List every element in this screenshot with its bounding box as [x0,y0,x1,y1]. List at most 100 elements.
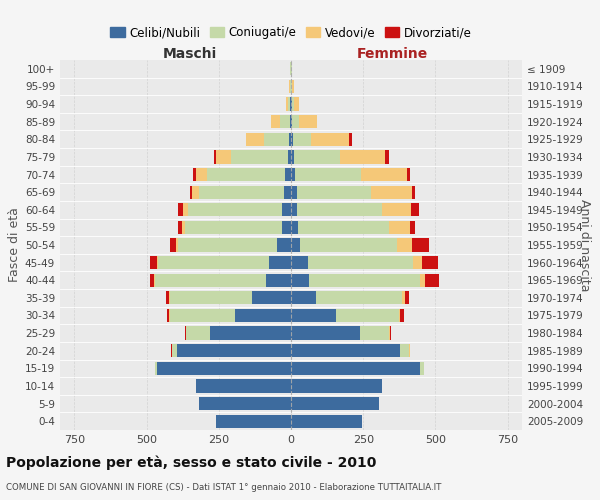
Bar [155,274,266,287]
Bar [214,150,216,164]
Bar [207,168,284,181]
Bar [178,203,183,216]
Bar [291,115,292,128]
Bar [291,203,297,216]
Bar [231,150,287,164]
Bar [385,150,389,164]
Bar [185,326,210,340]
Bar [170,238,176,252]
Bar [269,256,291,269]
Bar [183,203,188,216]
Bar [410,221,415,234]
Bar [295,168,361,181]
Bar [311,132,349,146]
Bar [294,98,299,110]
Bar [336,309,399,322]
Bar [308,256,413,269]
Bar [360,326,389,340]
Bar [421,362,424,375]
Bar [196,380,291,392]
Text: Femmine: Femmine [356,47,428,61]
Bar [297,186,371,198]
Bar [246,132,264,146]
Bar [216,150,231,164]
Bar [292,98,294,110]
Bar [235,309,291,322]
Bar [299,115,317,128]
Text: COMUNE DI SAN GIOVANNI IN FIORE (CS) - Dati ISTAT 1° gennaio 2010 - Elaborazione: COMUNE DI SAN GIOVANNI IN FIORE (CS) - D… [6,482,442,492]
Bar [390,326,391,340]
Bar [166,291,169,304]
Bar [287,150,291,164]
Bar [389,221,410,234]
Bar [340,150,385,164]
Bar [289,132,291,146]
Bar [199,186,284,198]
Bar [284,186,291,198]
Bar [196,168,207,181]
Bar [290,98,291,110]
Bar [277,238,291,252]
Bar [291,238,300,252]
Bar [298,221,389,234]
Bar [286,98,288,110]
Bar [297,203,382,216]
Bar [155,362,157,375]
Bar [154,274,155,287]
Bar [157,362,291,375]
Bar [291,309,336,322]
Legend: Celibi/Nubili, Coniugati/e, Vedovi/e, Divorziati/e: Celibi/Nubili, Coniugati/e, Vedovi/e, Di… [106,22,476,44]
Bar [150,274,154,287]
Bar [292,115,299,128]
Bar [291,362,421,375]
Text: Maschi: Maschi [163,47,217,61]
Bar [284,168,291,181]
Bar [157,256,158,269]
Bar [349,132,352,146]
Bar [400,309,404,322]
Bar [291,186,297,198]
Bar [290,115,291,128]
Bar [293,132,311,146]
Bar [291,132,293,146]
Bar [288,98,290,110]
Bar [405,291,409,304]
Bar [371,186,412,198]
Bar [399,309,400,322]
Bar [291,380,382,392]
Bar [309,274,420,287]
Bar [292,80,293,93]
Bar [420,274,425,287]
Bar [193,168,196,181]
Bar [185,221,282,234]
Bar [178,238,277,252]
Bar [382,203,412,216]
Bar [291,168,295,181]
Bar [403,291,405,304]
Bar [291,326,360,340]
Y-axis label: Anni di nascita: Anni di nascita [578,198,590,291]
Bar [422,256,438,269]
Bar [397,238,412,252]
Bar [252,291,291,304]
Bar [291,221,298,234]
Y-axis label: Fasce di età: Fasce di età [8,208,21,282]
Bar [192,186,199,198]
Bar [291,150,294,164]
Bar [210,326,291,340]
Bar [294,150,340,164]
Bar [190,186,192,198]
Bar [266,274,291,287]
Bar [216,414,291,428]
Bar [182,221,185,234]
Bar [264,132,289,146]
Bar [291,397,379,410]
Bar [413,256,422,269]
Bar [177,344,291,358]
Bar [300,238,397,252]
Bar [291,344,400,358]
Bar [412,238,430,252]
Bar [158,256,269,269]
Bar [291,291,316,304]
Bar [291,80,292,93]
